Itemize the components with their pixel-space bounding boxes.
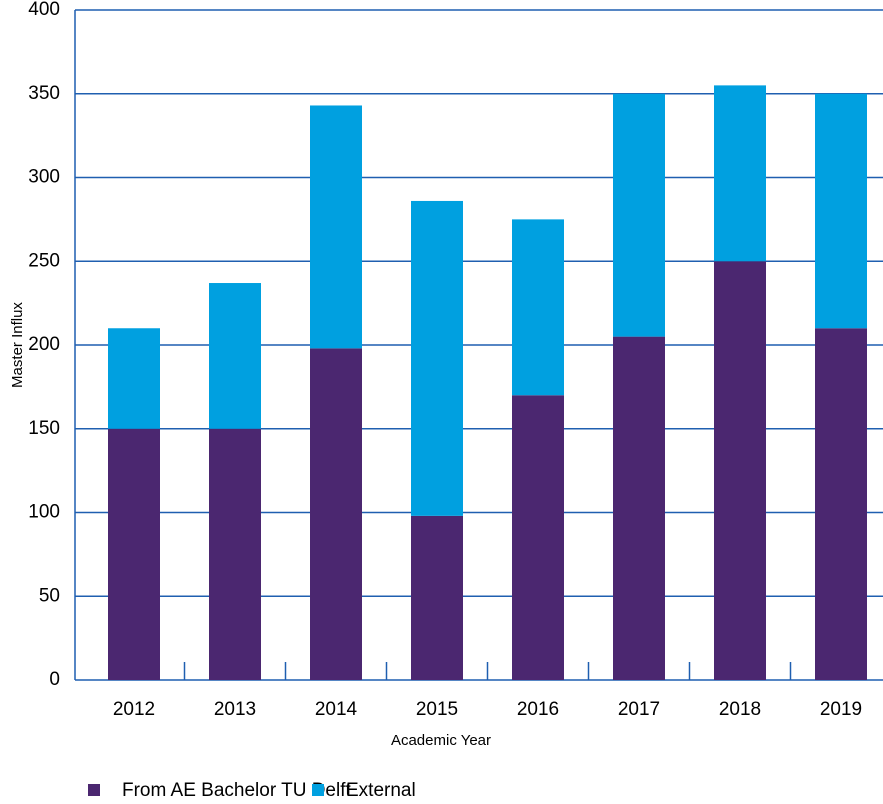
bar-segment	[411, 200, 463, 516]
y-tick-label: 300	[28, 167, 60, 188]
y-tick-label: 250	[28, 250, 60, 271]
x-tick-label: 2014	[315, 699, 358, 720]
legend-swatch	[88, 784, 100, 796]
bar-segment	[209, 283, 261, 429]
x-tick-label: 2019	[820, 699, 862, 720]
bar-segment	[815, 328, 867, 680]
bar-segment	[815, 93, 867, 329]
bar-segment	[310, 105, 362, 349]
x-axis-label: Academic Year	[391, 732, 491, 749]
y-tick-label: 100	[28, 502, 60, 523]
x-tick-label: 2012	[113, 699, 155, 720]
x-tick-label: 2017	[618, 699, 660, 720]
legend-label: From AE Bachelor TU Delft	[122, 780, 352, 801]
bar-segment	[512, 395, 564, 680]
bar-segment	[209, 428, 261, 680]
bar-segment	[108, 428, 160, 680]
y-tick-label: 200	[28, 334, 60, 355]
bar-segment	[310, 348, 362, 680]
x-tick-label: 2015	[416, 699, 458, 720]
x-tick-label: 2016	[517, 699, 559, 720]
x-tick-label: 2018	[719, 699, 761, 720]
bar-segment	[714, 261, 766, 680]
bar-segment	[411, 515, 463, 680]
y-tick-label: 400	[28, 0, 60, 20]
y-tick-label: 0	[49, 669, 60, 690]
legend-swatch	[312, 784, 324, 796]
bar-segment	[512, 219, 564, 396]
y-axis-label: Master Influx	[9, 302, 26, 388]
y-tick-label: 150	[28, 418, 60, 439]
y-tick-label: 50	[39, 585, 60, 606]
y-tick-label: 350	[28, 83, 60, 104]
bar-segment	[714, 85, 766, 262]
bar-segment	[108, 328, 160, 429]
x-tick-label: 2013	[214, 699, 256, 720]
bar-segment	[613, 336, 665, 680]
legend-label: External	[346, 780, 416, 801]
bar-segment	[613, 93, 665, 337]
